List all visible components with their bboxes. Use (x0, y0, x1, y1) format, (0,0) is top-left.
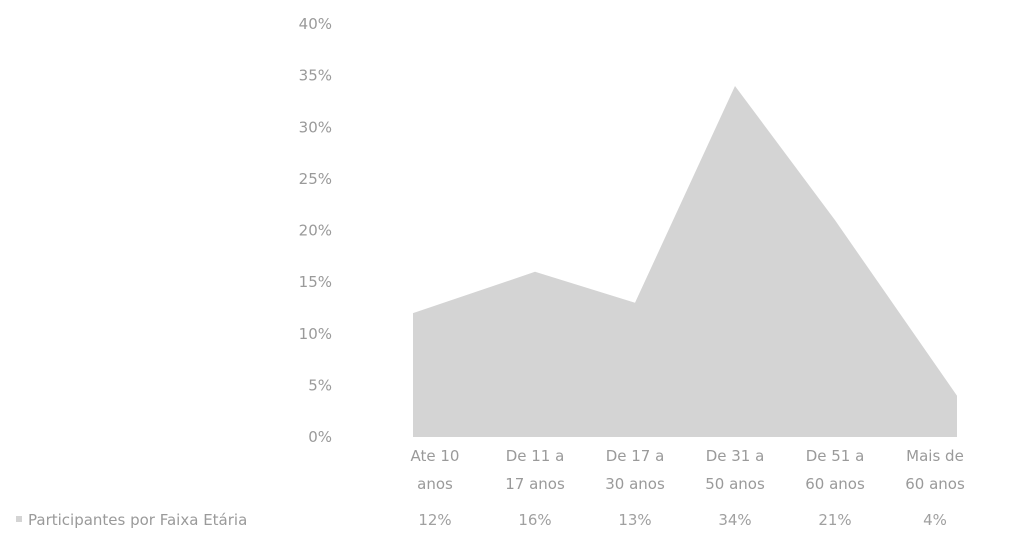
data-label: 12% (418, 511, 451, 529)
x-tick-label: De 17 a 30 anos (605, 447, 665, 493)
data-label: 4% (923, 511, 947, 529)
data-label: 34% (718, 511, 751, 529)
series-label: Participantes por Faixa Etária (28, 511, 247, 529)
y-tick-label: 25% (299, 170, 332, 188)
series-area (413, 85, 957, 437)
data-label: 13% (618, 511, 651, 529)
y-tick-label: 0% (308, 428, 332, 446)
x-tick-label: De 51 a 60 anos (805, 447, 865, 493)
legend-key (16, 516, 22, 522)
y-tick-label: 30% (299, 118, 332, 136)
data-label: 16% (518, 511, 551, 529)
y-tick-label: 35% (299, 67, 332, 85)
y-tick-label: 40% (299, 15, 332, 33)
plot-area (412, 85, 958, 437)
y-tick-label: 10% (299, 325, 332, 343)
x-tick-label: De 31 a 50 anos (705, 447, 765, 493)
y-tick-label: 20% (299, 222, 332, 240)
data-label: 21% (818, 511, 851, 529)
x-tick-label: Mais de 60 anos (905, 447, 965, 493)
x-tick-label: De 11 a 17 anos (505, 447, 565, 493)
x-tick-label: Ate 10 anos (411, 447, 460, 493)
y-axis: 0% 5% 10% 15% 20% 25% 30% 35% 40% (299, 15, 332, 446)
x-axis: Ate 10 anos De 11 a 17 anos De 17 a 30 anos De… (411, 447, 965, 493)
y-tick-label: 15% (299, 273, 332, 291)
data-table: Participantes por Faixa Etária 12% 16% 13%… (16, 511, 947, 529)
y-tick-label: 5% (308, 376, 332, 394)
